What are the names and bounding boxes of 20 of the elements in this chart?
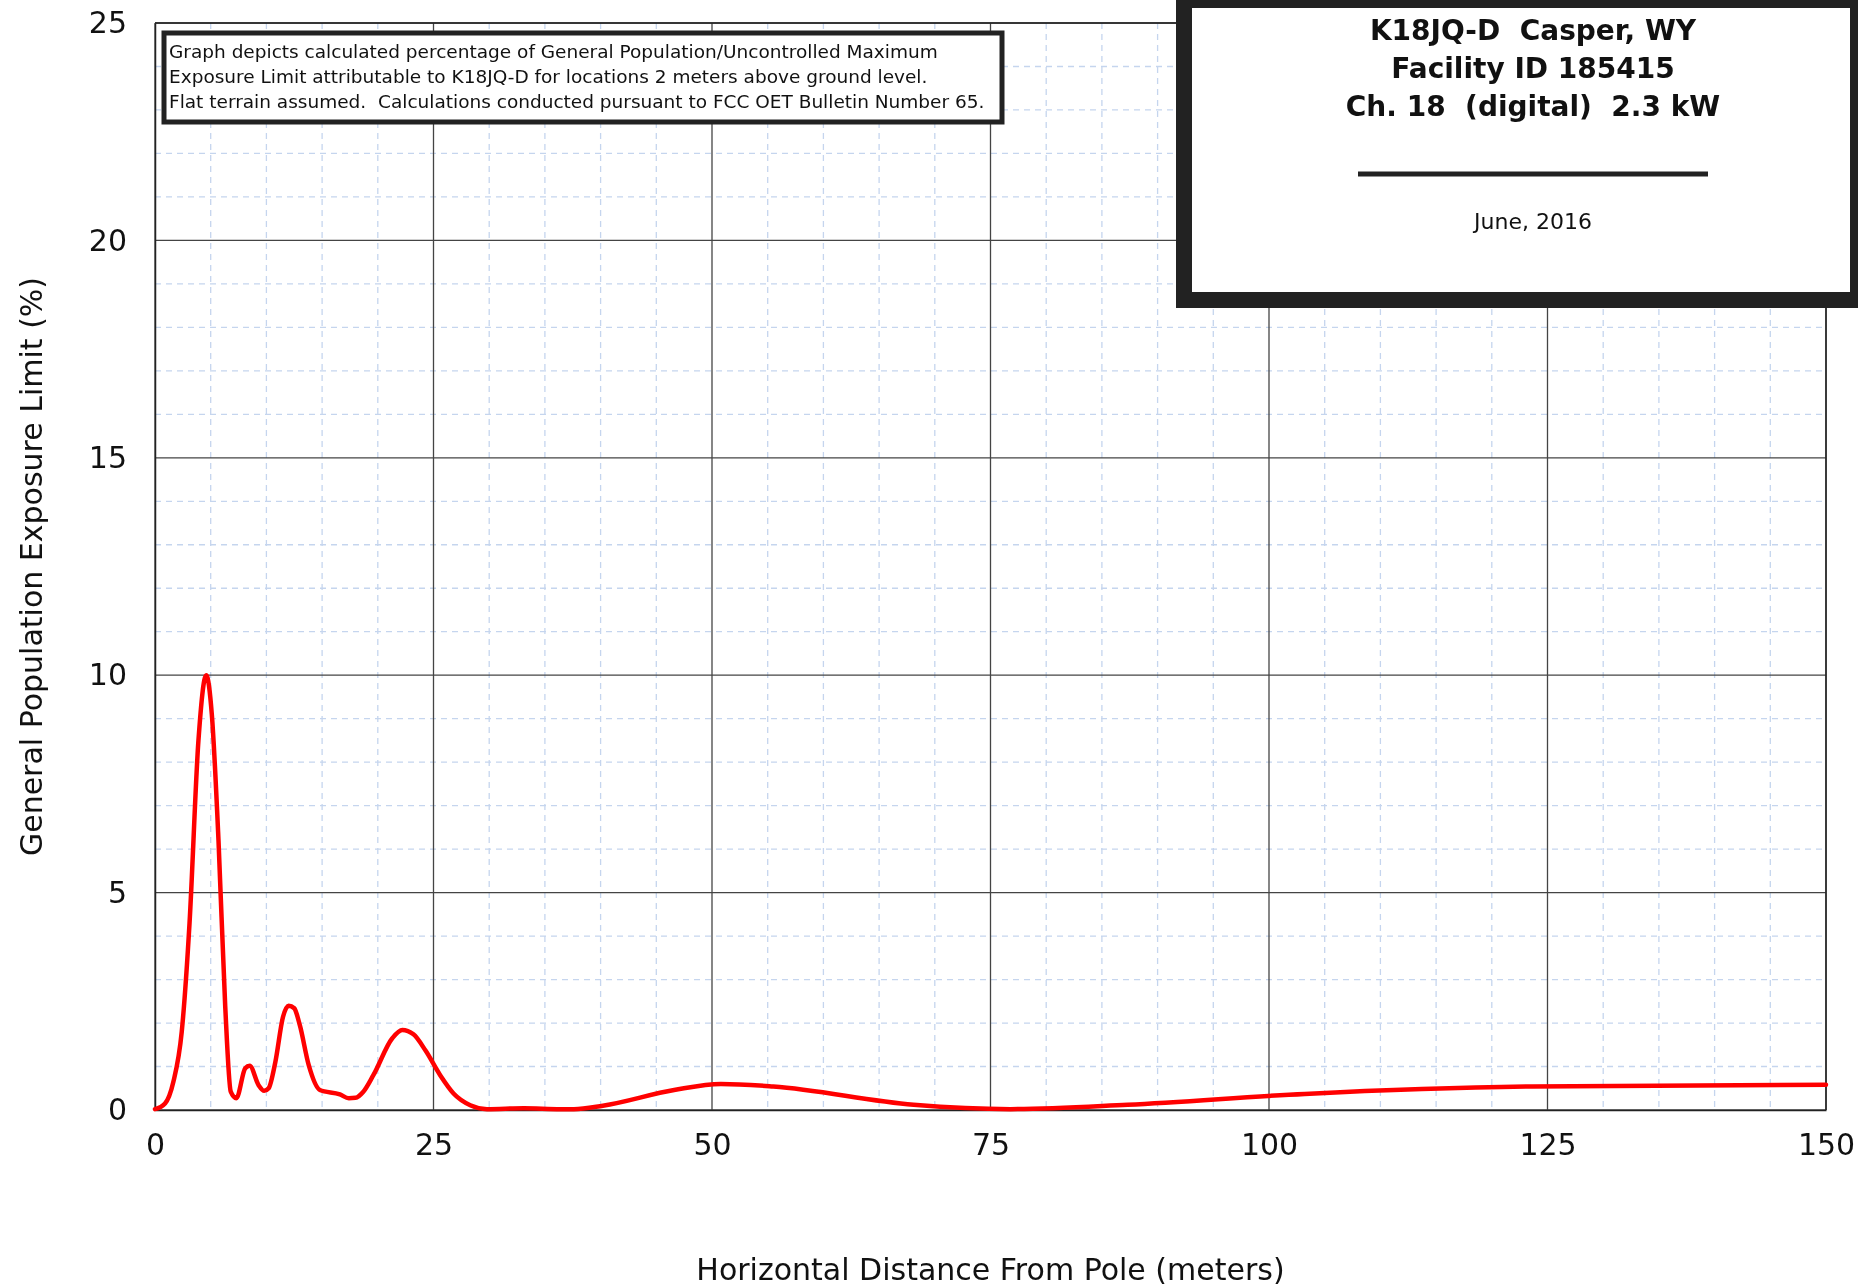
annotation: Graph depicts calculated percentage of General Population/Uncontrolled Maximum Exposure Limit attributable to K18JQ-D for locations 2 meters above ground level. Flat terrain assumed. Calculations conducted pursuant to FCC OET Bulletin Number 65. (169, 41, 985, 112)
y-tick-label: 0 (107, 1092, 127, 1128)
y-tick-label: 15 (88, 439, 127, 475)
y-tick-label: 5 (107, 874, 127, 910)
x-tick-label: 125 (1519, 1127, 1577, 1163)
x-tick-label: 100 (1240, 1127, 1299, 1163)
text: Facility ID 185415 (1391, 52, 1675, 85)
x-tick-label: 25 (414, 1127, 454, 1163)
annotation: Ch. 18 (digital) 2.3 kW (1345, 90, 1721, 123)
x-axis-title: Horizontal Distance From Pole (meters) (696, 1252, 1285, 1287)
y-axis-title: General Population Exposure Limit (%) (14, 276, 49, 857)
y-tick-label: 10 (88, 657, 127, 693)
x-tick-label: 50 (693, 1127, 732, 1163)
x-tick-label: 150 (1797, 1127, 1856, 1163)
x-tick-label: 75 (971, 1127, 1011, 1163)
y-tick-label: 25 (88, 5, 127, 41)
chart-title: K18JQ-D Casper, WY (1369, 14, 1697, 47)
y-tick-label: 20 (88, 222, 127, 258)
x-tick-label: 0 (145, 1127, 166, 1163)
annotation: June, 2016 (1472, 209, 1592, 234)
